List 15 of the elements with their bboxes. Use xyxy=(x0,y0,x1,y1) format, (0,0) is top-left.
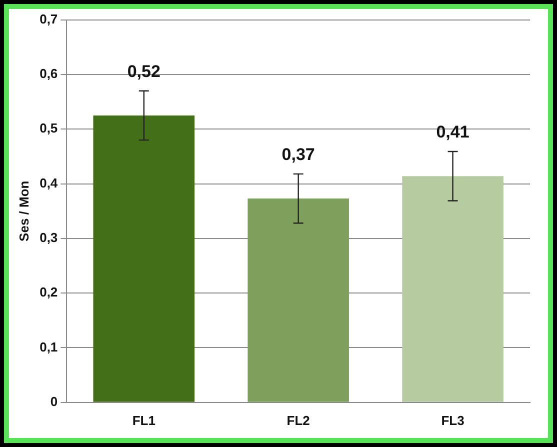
data-label: 0,37 xyxy=(282,145,315,164)
x-tick-label: FL3 xyxy=(441,412,464,428)
y-tick-label: 0 xyxy=(50,394,58,409)
y-axis-title: Ses / Mon xyxy=(16,180,32,242)
y-tick-label: 0,7 xyxy=(40,11,58,26)
x-tick-label: FL2 xyxy=(286,412,310,428)
y-tick-label: 0,4 xyxy=(40,175,58,190)
y-tick-label: 0,6 xyxy=(40,66,58,82)
data-label: 0,52 xyxy=(127,62,160,82)
data-label: 0,41 xyxy=(436,122,470,142)
y-tick-label: 0,3 xyxy=(40,230,58,246)
y-tick-label: 0,2 xyxy=(40,284,58,300)
x-tick-label: FL1 xyxy=(132,412,156,428)
y-tick-label: 0,5 xyxy=(40,120,58,136)
y-tick-label: 0,1 xyxy=(40,339,58,354)
